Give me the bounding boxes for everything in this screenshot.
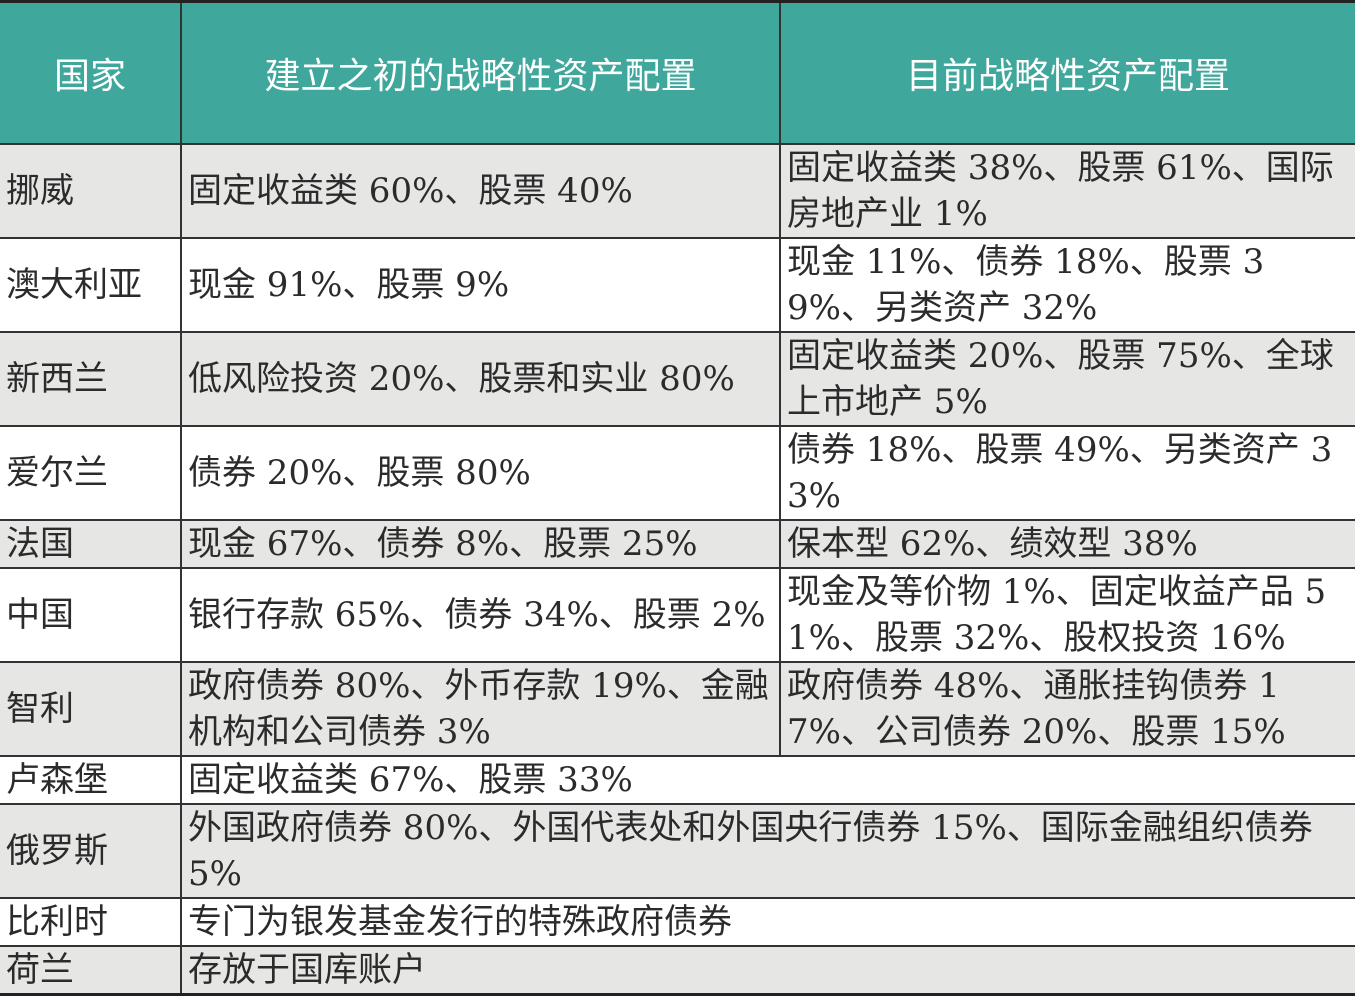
current-allocation-cell: 固定收益类 38%、股票 61%、国际房地产业 1% xyxy=(779,143,1355,239)
initial-allocation-cell: 低风险投资 20%、股票和实业 80% xyxy=(180,331,781,427)
table-row: 智利 政府债券 80%、外币存款 19%、金融机构和公司债券 3% 政府债券 4… xyxy=(0,661,1355,757)
country-cell: 卢森堡 xyxy=(0,755,182,805)
initial-allocation-cell: 银行存款 65%、债券 34%、股票 2% xyxy=(180,567,781,663)
country-cell: 法国 xyxy=(0,519,182,569)
initial-allocation-cell: 债券 20%、股票 80% xyxy=(180,425,781,521)
initial-allocation-cell: 现金 91%、股票 9% xyxy=(180,237,781,333)
allocation-cell: 专门为银发基金发行的特殊政府债券 xyxy=(180,897,1355,947)
current-allocation-cell: 保本型 62%、绩效型 38% xyxy=(779,519,1355,569)
allocation-cell: 存放于国库账户 xyxy=(180,945,1355,996)
country-cell: 荷兰 xyxy=(0,945,182,996)
table-row: 比利时 专门为银发基金发行的特殊政府债券 xyxy=(0,897,1355,947)
country-cell: 澳大利亚 xyxy=(0,237,182,333)
table-row: 澳大利亚 现金 91%、股票 9% 现金 11%、债券 18%、股票 39%、另… xyxy=(0,237,1355,333)
current-allocation-cell: 债券 18%、股票 49%、另类资产 33% xyxy=(779,425,1355,521)
allocation-cell: 外国政府债券 80%、外国代表处和外国央行债券 15%、国际金融组织债券 5% xyxy=(180,803,1355,899)
table-row: 中国 银行存款 65%、债券 34%、股票 2% 现金及等价物 1%、固定收益产… xyxy=(0,567,1355,663)
table-row: 俄罗斯 外国政府债券 80%、外国代表处和外国央行债券 15%、国际金融组织债券… xyxy=(0,803,1355,899)
country-cell: 新西兰 xyxy=(0,331,182,427)
country-cell: 智利 xyxy=(0,661,182,757)
header-current-allocation: 目前战略性资产配置 xyxy=(779,0,1355,145)
table-header-row: 国家 建立之初的战略性资产配置 目前战略性资产配置 xyxy=(0,0,1355,145)
current-allocation-cell: 政府债券 48%、通胀挂钩债券 17%、公司债券 20%、股票 15% xyxy=(779,661,1355,757)
initial-allocation-cell: 固定收益类 60%、股票 40% xyxy=(180,143,781,239)
current-allocation-cell: 固定收益类 20%、股票 75%、全球上市地产 5% xyxy=(779,331,1355,427)
initial-allocation-cell: 现金 67%、债券 8%、股票 25% xyxy=(180,519,781,569)
initial-allocation-cell: 政府债券 80%、外币存款 19%、金融机构和公司债券 3% xyxy=(180,661,781,757)
country-cell: 比利时 xyxy=(0,897,182,947)
table-row: 新西兰 低风险投资 20%、股票和实业 80% 固定收益类 20%、股票 75%… xyxy=(0,331,1355,427)
allocation-cell: 固定收益类 67%、股票 33% xyxy=(180,755,1355,805)
country-cell: 爱尔兰 xyxy=(0,425,182,521)
header-country: 国家 xyxy=(0,0,182,145)
current-allocation-cell: 现金 11%、债券 18%、股票 39%、另类资产 32% xyxy=(779,237,1355,333)
country-cell: 俄罗斯 xyxy=(0,803,182,899)
country-cell: 挪威 xyxy=(0,143,182,239)
current-allocation-cell: 现金及等价物 1%、固定收益产品 51%、股票 32%、股权投资 16% xyxy=(779,567,1355,663)
country-cell: 中国 xyxy=(0,567,182,663)
header-initial-allocation: 建立之初的战略性资产配置 xyxy=(180,0,781,145)
table-row: 卢森堡 固定收益类 67%、股票 33% xyxy=(0,755,1355,805)
table-row: 法国 现金 67%、债券 8%、股票 25% 保本型 62%、绩效型 38% xyxy=(0,519,1355,569)
table-row: 挪威 固定收益类 60%、股票 40% 固定收益类 38%、股票 61%、国际房… xyxy=(0,143,1355,239)
table-row: 荷兰 存放于国库账户 xyxy=(0,945,1355,996)
table-row: 爱尔兰 债券 20%、股票 80% 债券 18%、股票 49%、另类资产 33% xyxy=(0,425,1355,521)
